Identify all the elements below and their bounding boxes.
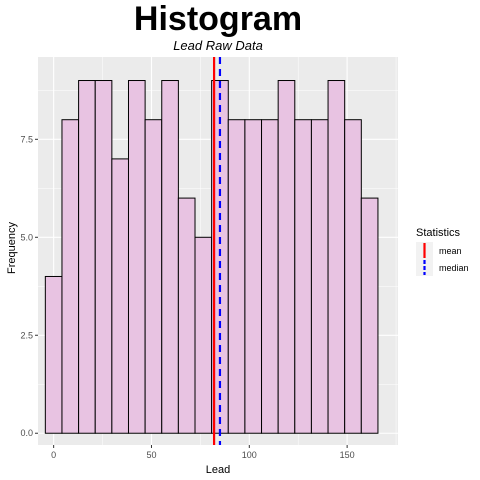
histogram-bar [194,236,213,434]
legend-label-mean: mean [439,246,462,256]
legend-items: mean median [416,242,469,276]
histogram-bar [144,119,163,434]
y-axis-ticks: 0.0 2.5 5.0 7.5 [20,134,38,438]
histogram-bar [344,119,362,434]
histogram-bar [61,119,80,434]
x-tick-label: 50 [146,450,156,460]
histogram-bar [327,80,346,434]
histogram-bar [277,80,296,434]
chart-title: Histogram [134,0,302,38]
histogram-bar [127,80,146,434]
histogram-bar [310,119,329,434]
histogram-bar [78,80,96,434]
legend: Statistics mean median [416,227,469,276]
statistic-lines [212,57,222,445]
histogram-bar [44,275,63,434]
chart-subtitle: Lead Raw Data [173,38,263,53]
histogram-bar [294,119,312,434]
x-axis-ticks: 0 50 100 150 [51,445,355,460]
x-axis-title: Lead [206,464,230,476]
histogram-bar [94,80,113,434]
histogram-bar [227,119,246,434]
y-tick-label: 5.0 [20,232,33,242]
histogram-bar [360,197,379,434]
x-tick-label: 0 [51,450,56,460]
histogram-bar [161,80,179,434]
y-tick-label: 7.5 [20,134,33,144]
x-tick-label: 150 [340,450,355,460]
legend-label-median: median [439,263,469,273]
histogram-bar [177,197,196,434]
histogram-bars [44,80,379,434]
x-tick-label: 100 [242,450,257,460]
histogram-bar [111,158,129,434]
y-tick-label: 2.5 [20,330,33,340]
y-axis-title: Frequency [6,222,18,274]
y-tick-label: 0.0 [20,428,33,438]
legend-title: Statistics [416,227,461,239]
histogram-bar [261,119,279,434]
histogram-bar [244,119,263,434]
